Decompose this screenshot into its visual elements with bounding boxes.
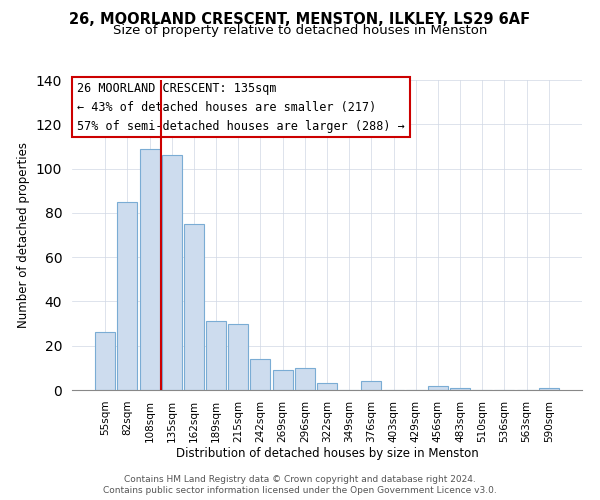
Bar [228,324,248,390]
Bar [295,368,315,390]
Bar [206,322,226,390]
X-axis label: Distribution of detached houses by size in Menston: Distribution of detached houses by size … [176,448,478,460]
Text: 26, MOORLAND CRESCENT, MENSTON, ILKLEY, LS29 6AF: 26, MOORLAND CRESCENT, MENSTON, ILKLEY, … [70,12,530,28]
Bar [272,370,293,390]
Bar [539,388,559,390]
Y-axis label: Number of detached properties: Number of detached properties [17,142,31,328]
Bar [140,148,160,390]
Text: Contains HM Land Registry data © Crown copyright and database right 2024.: Contains HM Land Registry data © Crown c… [124,475,476,484]
Bar [450,388,470,390]
Bar [162,156,182,390]
Bar [184,224,204,390]
Text: Size of property relative to detached houses in Menston: Size of property relative to detached ho… [113,24,487,37]
Text: 26 MOORLAND CRESCENT: 135sqm
← 43% of detached houses are smaller (217)
57% of s: 26 MOORLAND CRESCENT: 135sqm ← 43% of de… [77,82,405,132]
Bar [250,359,271,390]
Bar [317,384,337,390]
Bar [361,381,382,390]
Bar [95,332,115,390]
Bar [428,386,448,390]
Bar [118,202,137,390]
Text: Contains public sector information licensed under the Open Government Licence v3: Contains public sector information licen… [103,486,497,495]
